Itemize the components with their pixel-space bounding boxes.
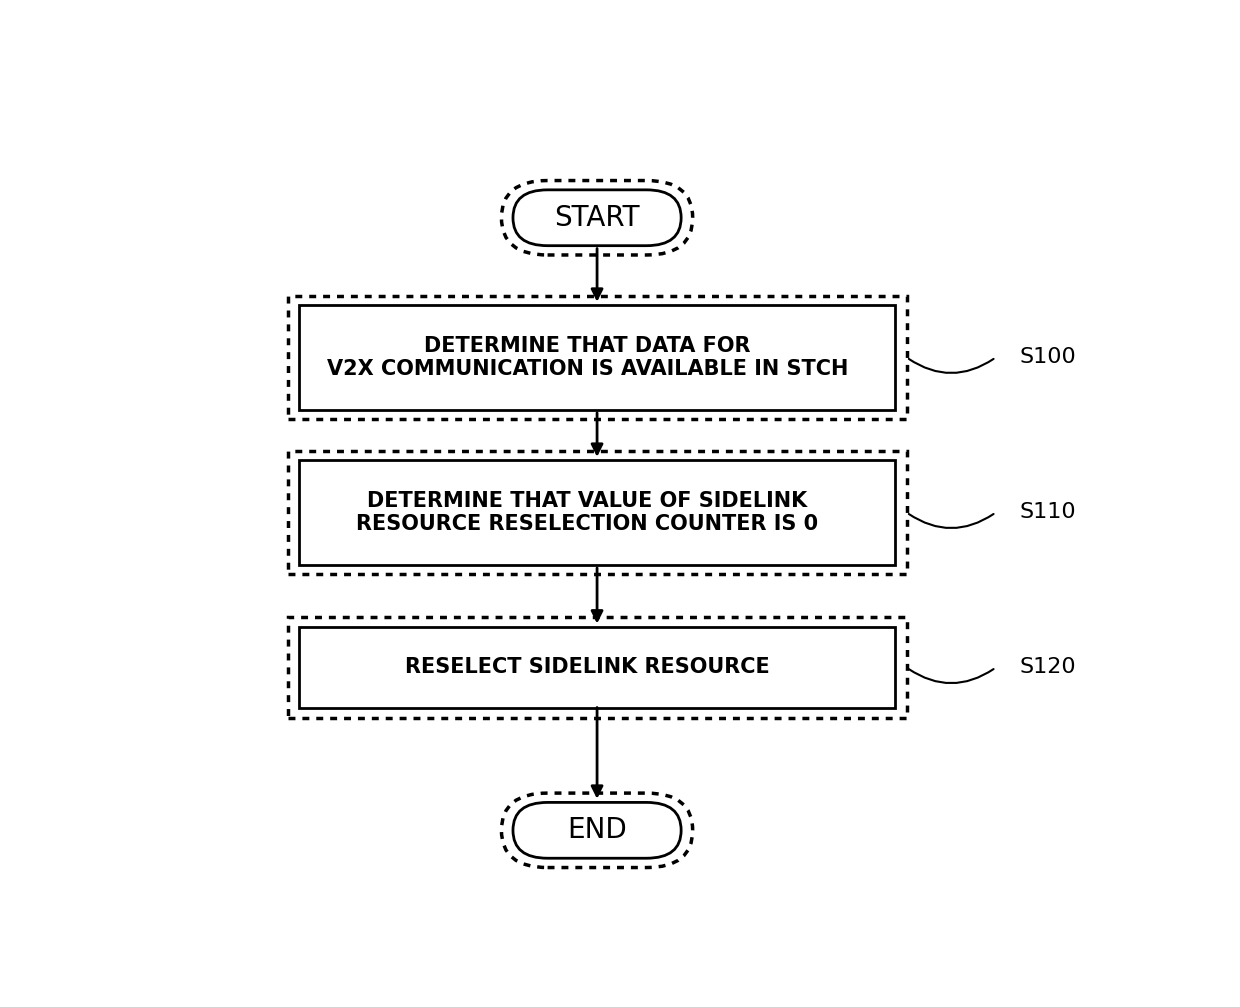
Text: DETERMINE THAT VALUE OF SIDELINK
RESOURCE RESELECTION COUNTER IS 0: DETERMINE THAT VALUE OF SIDELINK RESOURC…	[356, 490, 818, 534]
FancyBboxPatch shape	[288, 617, 906, 718]
FancyBboxPatch shape	[288, 296, 906, 419]
FancyBboxPatch shape	[501, 794, 693, 868]
Text: RESELECT SIDELINK RESOURCE: RESELECT SIDELINK RESOURCE	[405, 658, 770, 678]
FancyBboxPatch shape	[299, 460, 895, 565]
Text: DETERMINE THAT DATA FOR
V2X COMMUNICATION IS AVAILABLE IN STCH: DETERMINE THAT DATA FOR V2X COMMUNICATIO…	[327, 335, 848, 379]
FancyBboxPatch shape	[513, 190, 681, 246]
Text: START: START	[554, 203, 640, 232]
Text: S120: S120	[1019, 658, 1076, 678]
Text: S100: S100	[1019, 347, 1076, 368]
Text: S110: S110	[1019, 502, 1076, 523]
Text: END: END	[567, 817, 627, 844]
FancyBboxPatch shape	[299, 626, 895, 708]
FancyBboxPatch shape	[299, 305, 895, 410]
FancyBboxPatch shape	[513, 803, 681, 858]
FancyBboxPatch shape	[288, 451, 906, 574]
FancyBboxPatch shape	[501, 180, 693, 255]
